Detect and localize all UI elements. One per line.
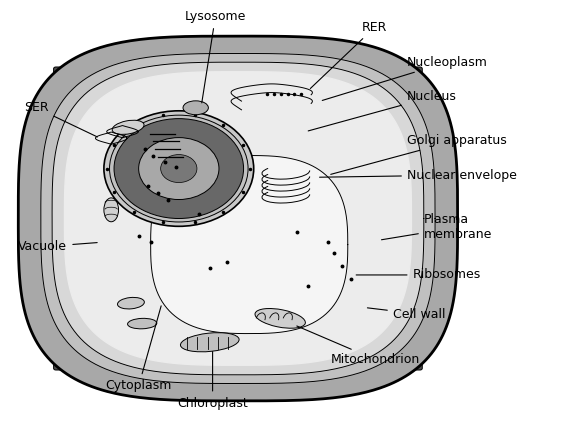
Polygon shape (18, 36, 457, 401)
Polygon shape (65, 72, 411, 365)
Ellipse shape (255, 309, 306, 328)
FancyBboxPatch shape (54, 67, 105, 107)
Text: Cytoplasm: Cytoplasm (106, 306, 172, 392)
Text: Chloroplast: Chloroplast (177, 351, 248, 409)
Circle shape (161, 155, 197, 183)
FancyBboxPatch shape (371, 67, 422, 107)
FancyBboxPatch shape (54, 330, 105, 370)
Text: SER: SER (24, 101, 97, 137)
Text: Nucleoplasm: Nucleoplasm (322, 55, 488, 101)
Polygon shape (41, 53, 435, 384)
FancyBboxPatch shape (371, 330, 422, 370)
Circle shape (104, 111, 254, 226)
Ellipse shape (104, 198, 118, 222)
Ellipse shape (127, 318, 157, 329)
Ellipse shape (118, 298, 144, 309)
Circle shape (114, 118, 243, 218)
Text: Golgi apparatus: Golgi apparatus (331, 134, 507, 174)
Text: Cell wall: Cell wall (367, 308, 445, 320)
Text: Ribosomes: Ribosomes (356, 268, 481, 281)
Text: Lysosome: Lysosome (185, 10, 246, 103)
Ellipse shape (181, 333, 239, 352)
Text: Mitochondrion: Mitochondrion (297, 326, 420, 366)
Ellipse shape (112, 120, 144, 135)
Text: RER: RER (310, 21, 387, 89)
Polygon shape (151, 156, 348, 333)
Text: Nucleus: Nucleus (308, 90, 457, 131)
Text: Plasma
membrane: Plasma membrane (381, 213, 492, 241)
Text: Nuclear envelope: Nuclear envelope (320, 169, 517, 182)
Circle shape (110, 115, 248, 222)
Text: Vacuole: Vacuole (18, 240, 97, 253)
Polygon shape (52, 62, 424, 375)
Ellipse shape (183, 101, 208, 115)
Circle shape (139, 138, 219, 200)
